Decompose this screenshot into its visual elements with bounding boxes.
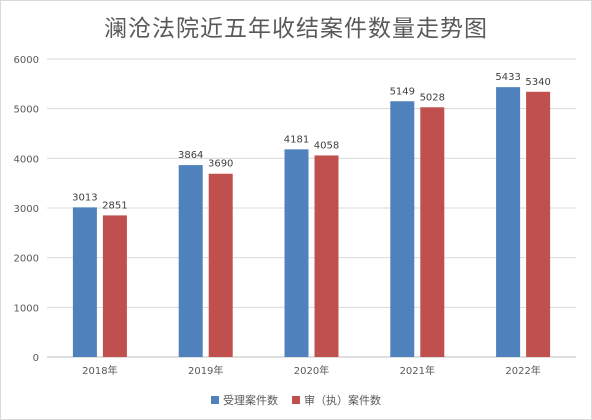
legend-swatch-concluded <box>292 396 300 404</box>
y-tick-label-6000: 6000 <box>14 55 39 66</box>
legend-swatch-received <box>211 396 219 404</box>
data-label-0-3: 5149 <box>390 86 415 97</box>
bar-0-3 <box>390 101 415 358</box>
data-label-1-2: 4058 <box>314 140 339 151</box>
chart-title: 澜沧法院近五年收结案件数量走势图 <box>104 16 488 42</box>
y-tick-label-2000: 2000 <box>14 254 39 265</box>
bar-0-4 <box>496 87 521 357</box>
legend-item-concluded: 审（执）案件数 <box>292 392 381 408</box>
legend-item-received: 受理案件数 <box>211 392 278 408</box>
bar-1-3 <box>420 107 445 357</box>
bar-0-0 <box>72 207 97 357</box>
bar-1-0 <box>102 215 127 357</box>
data-label-0-0: 3013 <box>72 192 97 203</box>
legend-label-concluded: 审（执）案件数 <box>304 394 381 407</box>
data-label-1-0: 2851 <box>102 200 127 211</box>
data-label-0-1: 3864 <box>178 150 203 161</box>
bar-1-1 <box>208 173 233 357</box>
y-tick-label-4000: 4000 <box>14 154 39 165</box>
legend-label-received: 受理案件数 <box>223 394 278 407</box>
x-tick-label-0: 2018年 <box>82 364 117 377</box>
y-tick-label-5000: 5000 <box>14 105 39 116</box>
legend: 受理案件数 审（执）案件数 <box>1 392 591 408</box>
x-tick-label-1: 2019年 <box>188 364 223 377</box>
bar-0-2 <box>284 149 309 357</box>
y-tick-label-0: 0 <box>33 353 39 364</box>
y-tick-label-1000: 1000 <box>14 303 39 314</box>
data-label-0-4: 5433 <box>495 72 520 83</box>
x-tick-label-4: 2022年 <box>505 364 540 377</box>
data-label-1-1: 3690 <box>208 159 233 170</box>
data-label-1-4: 5340 <box>525 77 550 88</box>
x-tick-label-3: 2021年 <box>400 364 435 377</box>
bar-1-2 <box>314 155 339 357</box>
data-label-0-2: 4181 <box>284 134 309 145</box>
bar-1-4 <box>526 91 551 357</box>
data-label-1-3: 5028 <box>420 92 445 103</box>
y-tick-label-3000: 3000 <box>14 204 39 215</box>
bar-0-1 <box>178 165 203 357</box>
x-tick-label-2: 2020年 <box>294 364 329 377</box>
